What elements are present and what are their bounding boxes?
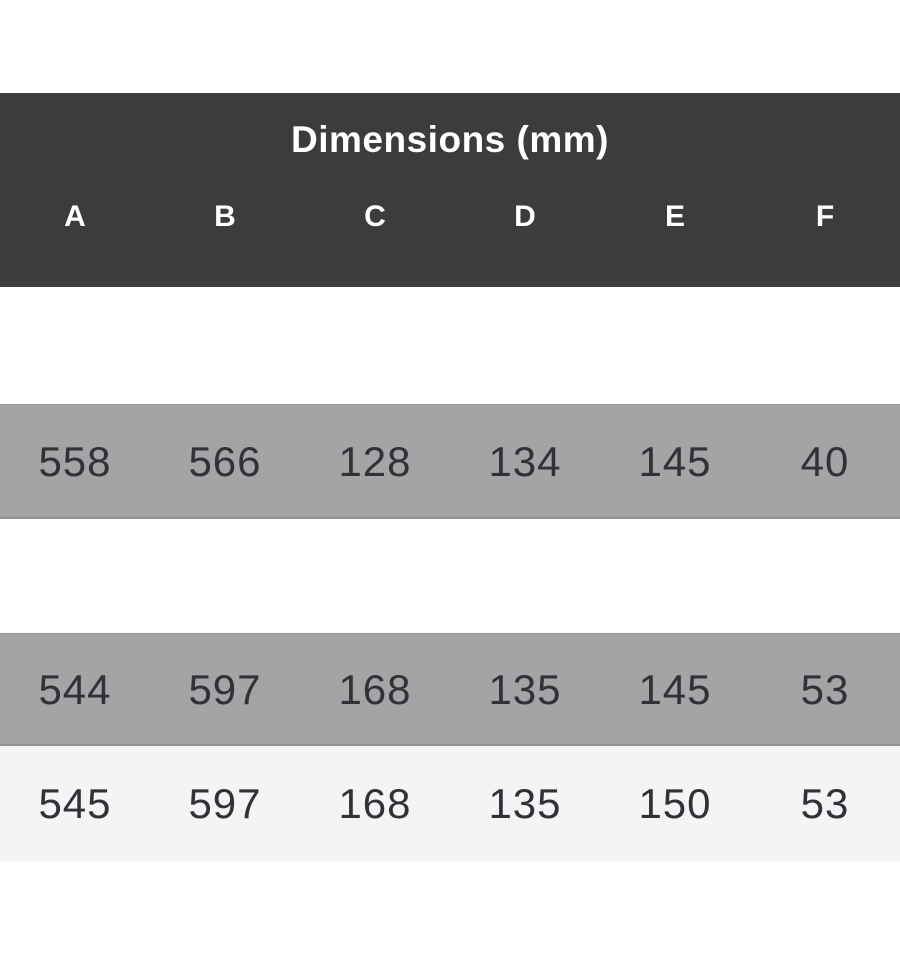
table-cell: 558 (38, 437, 112, 485)
table-title: Dimensions (mm) (291, 119, 609, 160)
table-row: 558 566 128 134 145 40 (0, 404, 900, 519)
table-cell: 40 (800, 437, 850, 485)
column-header-2: C (364, 200, 386, 233)
table-cell: 135 (488, 665, 562, 713)
table-row (0, 287, 900, 404)
table-cell: 150 (638, 779, 712, 827)
column-header-1: B (214, 200, 236, 233)
table-cell: 134 (488, 437, 562, 485)
bottom-margin (0, 861, 900, 962)
column-header-4: E (664, 200, 685, 233)
table-cell: 128 (338, 437, 412, 485)
table-row: 544 597 168 135 145 53 (0, 633, 900, 746)
table-cell: 168 (338, 665, 412, 713)
table-cell: 145 (638, 437, 712, 485)
table-cell: 53 (800, 665, 850, 713)
table-header-band: Dimensions (mm) A B C D E F (0, 93, 900, 287)
table-row (0, 519, 900, 633)
top-margin (0, 0, 900, 93)
table-cell: 145 (638, 665, 712, 713)
column-header-5: F (815, 200, 835, 233)
table-cell: 545 (38, 779, 112, 827)
table-row: 545 597 168 135 150 53 (0, 746, 900, 861)
table-cell: 168 (338, 779, 412, 827)
table-cell: 135 (488, 779, 562, 827)
table-cell: 597 (188, 779, 262, 827)
table-cell: 597 (188, 665, 262, 713)
column-header-row: A B C D E F (0, 200, 900, 234)
table-cell: 544 (38, 665, 112, 713)
table-cell: 53 (800, 779, 850, 827)
table-cell: 566 (188, 437, 262, 485)
column-header-0: A (64, 200, 86, 233)
column-header-3: D (514, 200, 536, 233)
table-body: 558 566 128 134 145 40 544 597 168 135 145 53 545 597… (0, 287, 900, 861)
